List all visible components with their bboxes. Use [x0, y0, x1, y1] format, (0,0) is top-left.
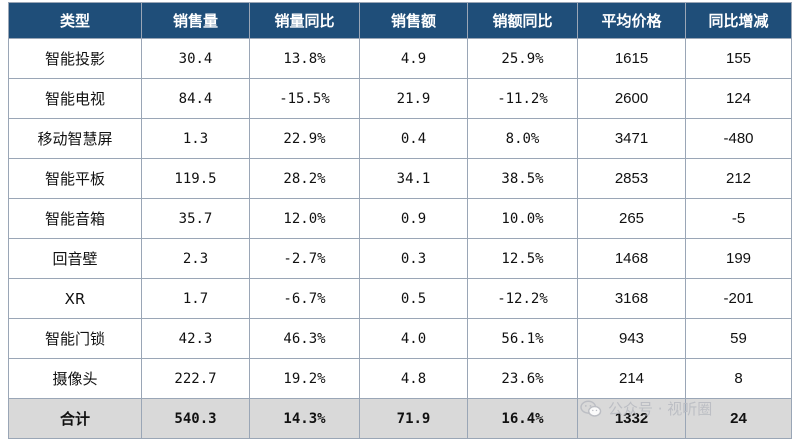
cell-avg-price: 265 [577, 198, 686, 239]
cell-type: 合计 [8, 398, 142, 439]
cell-volume-yoy: -6.7% [249, 278, 360, 319]
header-avg-price: 平均价格 [577, 2, 686, 39]
header-price-change: 同比增减 [685, 2, 792, 39]
cell-price-change: -480 [685, 118, 792, 159]
cell-avg-price: 1468 [577, 238, 686, 279]
cell-sales: 34.1 [359, 158, 468, 199]
cell-price-change: -201 [685, 278, 792, 319]
cell-volume: 42.3 [141, 318, 250, 359]
cell-volume: 30.4 [141, 38, 250, 79]
cell-sales-yoy: -11.2% [467, 78, 578, 119]
cell-price-change: 155 [685, 38, 792, 79]
cell-type: 智能平板 [8, 158, 142, 199]
table-row: 智能平板 119.5 28.2% 34.1 38.5% 2853 212 [8, 158, 792, 199]
cell-avg-price: 2600 [577, 78, 686, 119]
cell-price-change: 59 [685, 318, 792, 359]
cell-type: 智能电视 [8, 78, 142, 119]
cell-volume: 1.3 [141, 118, 250, 159]
sales-table: 类型 销售量 销量同比 销售额 销额同比 平均价格 同比增减 智能投影 30.4 1… [8, 2, 792, 439]
cell-sales-yoy: 12.5% [467, 238, 578, 279]
cell-volume-yoy: 13.8% [249, 38, 360, 79]
cell-volume-yoy: 46.3% [249, 318, 360, 359]
cell-volume-yoy: 12.0% [249, 198, 360, 239]
table-row: 智能投影 30.4 13.8% 4.9 25.9% 1615 155 [8, 38, 792, 79]
cell-volume-yoy: 28.2% [249, 158, 360, 199]
cell-type: 移动智慧屏 [8, 118, 142, 159]
cell-type: 智能门锁 [8, 318, 142, 359]
cell-volume: 540.3 [141, 398, 250, 439]
cell-volume: 119.5 [141, 158, 250, 199]
cell-sales: 21.9 [359, 78, 468, 119]
cell-volume-yoy: 19.2% [249, 358, 360, 399]
cell-volume-yoy: -2.7% [249, 238, 360, 279]
header-row: 类型 销售量 销量同比 销售额 销额同比 平均价格 同比增减 [8, 2, 792, 39]
cell-type: 摄像头 [8, 358, 142, 399]
total-row: 合计 540.3 14.3% 71.9 16.4% 1332 24 [8, 398, 792, 439]
cell-sales-yoy: 16.4% [467, 398, 578, 439]
cell-sales-yoy: 38.5% [467, 158, 578, 199]
cell-type: 智能投影 [8, 38, 142, 79]
cell-avg-price: 1615 [577, 38, 686, 79]
cell-price-change: 24 [685, 398, 792, 439]
cell-sales-yoy: 23.6% [467, 358, 578, 399]
cell-avg-price: 943 [577, 318, 686, 359]
cell-volume-yoy: 22.9% [249, 118, 360, 159]
cell-sales: 71.9 [359, 398, 468, 439]
cell-sales: 4.9 [359, 38, 468, 79]
header-type: 类型 [8, 2, 142, 39]
cell-volume: 84.4 [141, 78, 250, 119]
cell-volume: 2.3 [141, 238, 250, 279]
cell-price-change: 212 [685, 158, 792, 199]
table-row: 智能电视 84.4 -15.5% 21.9 -11.2% 2600 124 [8, 78, 792, 119]
cell-volume-yoy: 14.3% [249, 398, 360, 439]
cell-sales-yoy: 56.1% [467, 318, 578, 359]
cell-sales: 0.3 [359, 238, 468, 279]
cell-volume: 35.7 [141, 198, 250, 239]
header-sales-yoy: 销额同比 [467, 2, 578, 39]
cell-sales: 4.0 [359, 318, 468, 359]
cell-type: XR [8, 278, 142, 319]
cell-avg-price: 3471 [577, 118, 686, 159]
cell-type: 回音壁 [8, 238, 142, 279]
table-body: 智能投影 30.4 13.8% 4.9 25.9% 1615 155 智能电视 84.4 -15.… [8, 38, 792, 439]
cell-volume: 1.7 [141, 278, 250, 319]
cell-sales: 0.9 [359, 198, 468, 239]
table-row: 智能门锁 42.3 46.3% 4.0 56.1% 943 59 [8, 318, 792, 359]
header-sales: 销售额 [359, 2, 468, 39]
cell-sales: 0.4 [359, 118, 468, 159]
cell-sales-yoy: 25.9% [467, 38, 578, 79]
cell-price-change: -5 [685, 198, 792, 239]
cell-avg-price: 1332 [577, 398, 686, 439]
cell-volume-yoy: -15.5% [249, 78, 360, 119]
cell-sales: 0.5 [359, 278, 468, 319]
cell-price-change: 8 [685, 358, 792, 399]
table-header: 类型 销售量 销量同比 销售额 销额同比 平均价格 同比增减 [8, 2, 792, 39]
cell-volume: 222.7 [141, 358, 250, 399]
table-row: 智能音箱 35.7 12.0% 0.9 10.0% 265 -5 [8, 198, 792, 239]
cell-price-change: 199 [685, 238, 792, 279]
table-row: 移动智慧屏 1.3 22.9% 0.4 8.0% 3471 -480 [8, 118, 792, 159]
header-volume: 销售量 [141, 2, 250, 39]
cell-sales-yoy: 10.0% [467, 198, 578, 239]
table-row: 摄像头 222.7 19.2% 4.8 23.6% 214 8 [8, 358, 792, 399]
header-volume-yoy: 销量同比 [249, 2, 360, 39]
cell-sales-yoy: -12.2% [467, 278, 578, 319]
cell-price-change: 124 [685, 78, 792, 119]
cell-sales: 4.8 [359, 358, 468, 399]
cell-avg-price: 214 [577, 358, 686, 399]
cell-type: 智能音箱 [8, 198, 142, 239]
cell-avg-price: 2853 [577, 158, 686, 199]
cell-avg-price: 3168 [577, 278, 686, 319]
table-row: XR 1.7 -6.7% 0.5 -12.2% 3168 -201 [8, 278, 792, 319]
table-row: 回音壁 2.3 -2.7% 0.3 12.5% 1468 199 [8, 238, 792, 279]
cell-sales-yoy: 8.0% [467, 118, 578, 159]
